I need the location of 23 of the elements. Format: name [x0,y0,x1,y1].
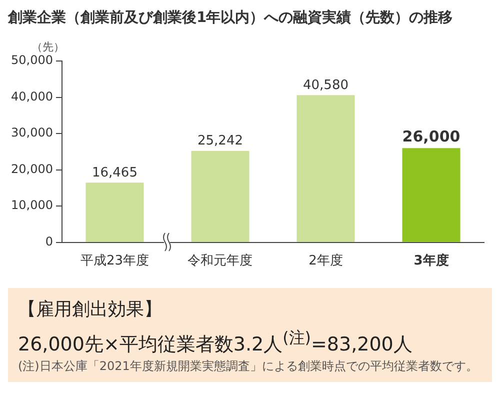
x-tick-label: 令和元年度 [188,252,253,269]
y-tick-label: 20,000 [10,162,53,176]
x-tick-label: 3年度 [414,252,449,269]
x-tick-label: 平成23年度 [80,252,150,269]
data-label: 40,580 [302,78,348,94]
y-tick-label: 50,000 [10,53,53,68]
y-tick-label: 40,000 [10,89,53,104]
y-tick-label: 30,000 [10,126,53,140]
text: 【雇用創出効果】 [18,298,163,322]
text: (注)日本公庫「2021年度新規開業実態調査」による創業時点での平均従業者数です。 [18,358,479,374]
bar [191,150,250,242]
text: 26,000先×平均従業者数3.2人$^{(注)}$=83,200人 [18,327,414,358]
y-tick-label: 0 [45,234,53,249]
data-label: 26,000 [402,127,460,146]
bar [296,95,355,242]
bar [402,148,460,242]
data-label: 25,242 [197,134,243,149]
x-tick-label: 2年度 [308,252,343,269]
bar [86,182,144,242]
data-label: 16,465 [92,166,138,181]
y-axis-title: （先） [31,40,64,54]
chart-title: 創業企業（創業前及び創業後1年以内）への融資実績（先数）の推移 [8,8,454,27]
y-tick-label: 10,000 [10,198,53,212]
